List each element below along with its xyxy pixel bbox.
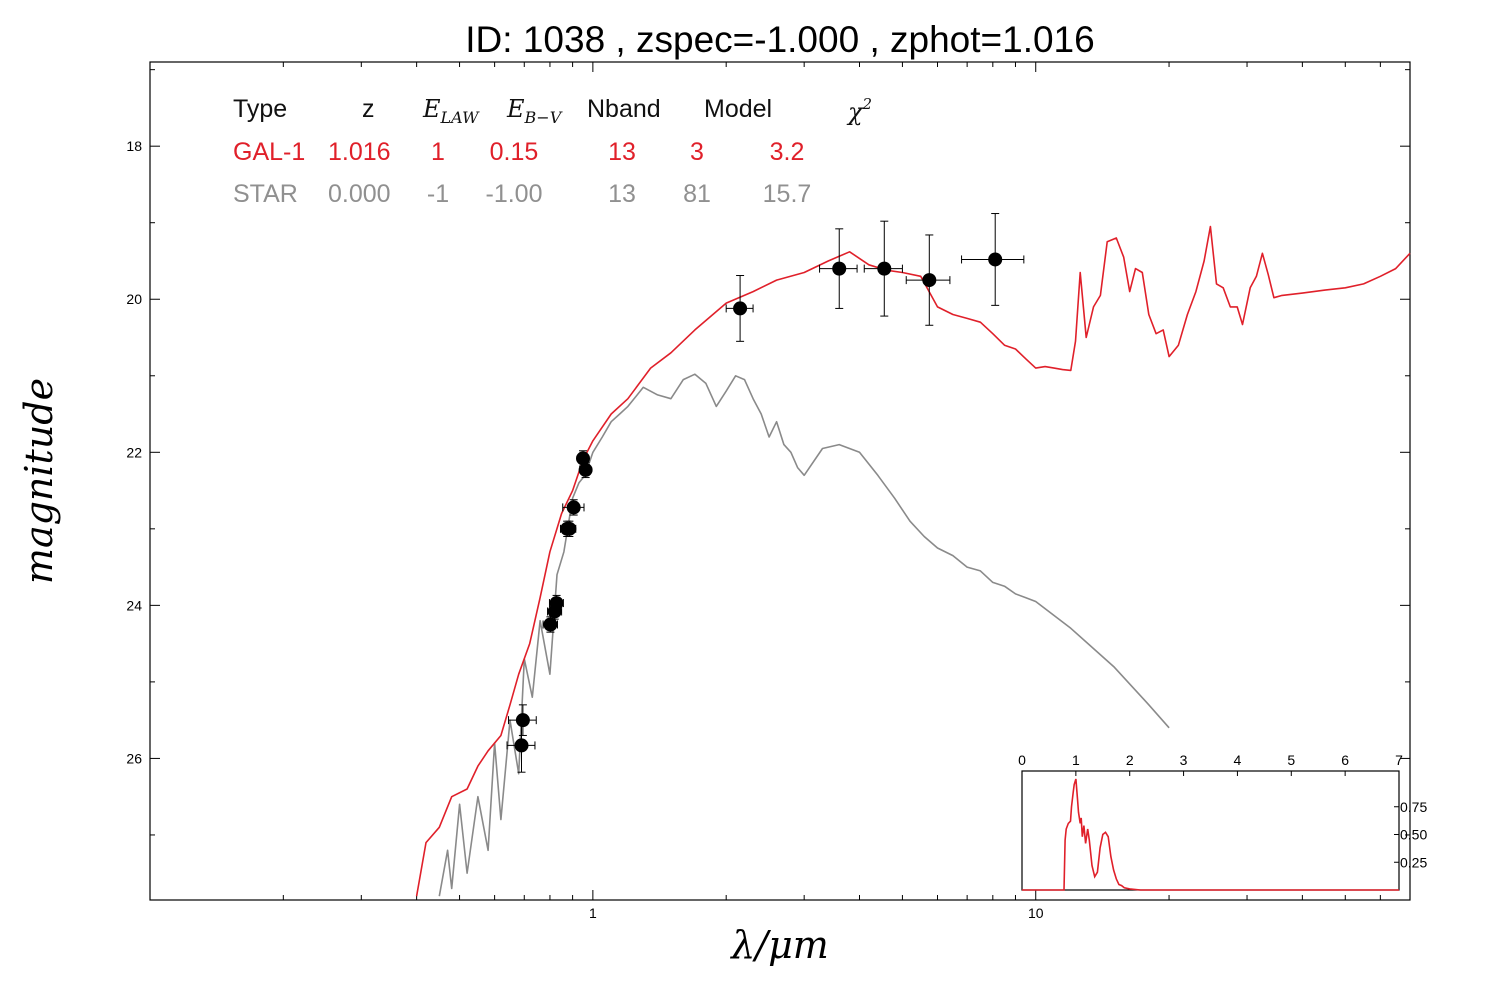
inset-x-tick-label: 0 [1018, 752, 1026, 768]
observation-marker [733, 301, 748, 316]
table-rows: GAL-1 1.016 1 0.15 13 3 3.2 STAR 0.000 -1 -1.00 13 8… [233, 138, 811, 208]
inset-x-tick-label: 7 [1395, 752, 1403, 768]
inset-axes: 0 1 2 3 4 5 6 7 0.25 0.50 0.75 [1018, 752, 1427, 870]
inset-x-tick-label: 4 [1234, 752, 1242, 768]
observation-marker [988, 252, 1003, 267]
x-axis-label: λ/μm [729, 923, 829, 967]
observation-point [905, 234, 951, 326]
observation-point [562, 499, 585, 516]
observation-marker [562, 521, 577, 536]
inset-chart: 0 1 2 3 4 5 6 7 0.25 0.50 0.75 [1018, 752, 1427, 891]
row-value: -1.00 [486, 180, 543, 208]
header-type: Type [233, 95, 287, 123]
observation-point [562, 520, 577, 537]
inset-line [1022, 778, 1399, 891]
observation-point [508, 704, 537, 736]
y-tick-label: 26 [126, 750, 142, 766]
inset-x-tick-label: 2 [1126, 752, 1134, 768]
observation-point [548, 594, 564, 612]
header-chi2: χ2 [846, 95, 872, 126]
x-tick-label: 1 [589, 905, 597, 921]
x-axis: 1 10 [149, 62, 1411, 921]
observation-point [819, 228, 858, 309]
inset-x-tick-label: 1 [1072, 752, 1080, 768]
inset-y-tick-label: 0.50 [1400, 827, 1427, 843]
header-z: z [362, 95, 375, 123]
fit-table: Type z ELAW EB−V Nband Model χ2 GAL-1 1.0… [233, 95, 872, 208]
row-value: 0.000 [328, 180, 391, 208]
observation-marker [543, 617, 558, 632]
header-nband: Nband [587, 95, 661, 123]
y-tick-label: 18 [126, 138, 142, 154]
row-value: 1 [431, 138, 445, 166]
row-value: 15.7 [763, 180, 812, 208]
chart-title: ID: 1038 , zspec=-1.000 , zphot=1.016 [465, 19, 1094, 60]
inset-y-tick-label: 0.75 [1400, 799, 1427, 815]
observation-marker [515, 713, 530, 728]
row-value: 13 [608, 180, 636, 208]
observation-point [506, 718, 536, 773]
observations-group [506, 213, 1025, 773]
y-tick-label: 20 [126, 291, 142, 307]
y-tick-label: 22 [126, 444, 142, 460]
observation-point [542, 616, 558, 633]
plot-frame [149, 61, 1411, 901]
row-value: 1.016 [328, 138, 391, 166]
observation-marker [514, 738, 529, 753]
inset-x-tick-label: 5 [1287, 752, 1295, 768]
observation-marker [549, 596, 564, 611]
row-value: 3.2 [770, 138, 805, 166]
x-tick-label: 10 [1028, 905, 1044, 921]
header-elaw: ELAW [422, 95, 480, 127]
row-label: GAL-1 [233, 138, 305, 166]
inset-frame [1021, 770, 1400, 891]
header-model: Model [704, 95, 772, 123]
observation-marker [578, 462, 593, 477]
observation-marker [566, 500, 581, 515]
row-value: 81 [683, 180, 711, 208]
series-line-gal-1 [415, 225, 1411, 897]
row-value: 13 [608, 138, 636, 166]
observation-marker [877, 261, 892, 276]
inset-x-tick-label: 6 [1341, 752, 1349, 768]
observation-point [578, 461, 593, 479]
y-tick-label: 24 [126, 597, 142, 613]
header-ebv: EB−V [506, 95, 563, 127]
observation-point [863, 220, 903, 317]
observation-marker [832, 261, 847, 276]
row-value: 0.15 [490, 138, 539, 166]
row-value: -1 [427, 180, 449, 208]
row-value: 3 [690, 138, 704, 166]
inset-y-tick-label: 0.25 [1400, 854, 1427, 870]
inset-x-tick-label: 3 [1180, 752, 1188, 768]
y-axis-label: magnitude [17, 378, 61, 584]
observation-marker [922, 273, 937, 288]
observation-point [725, 275, 754, 342]
observation-point [961, 213, 1025, 306]
row-label: STAR [233, 180, 298, 208]
